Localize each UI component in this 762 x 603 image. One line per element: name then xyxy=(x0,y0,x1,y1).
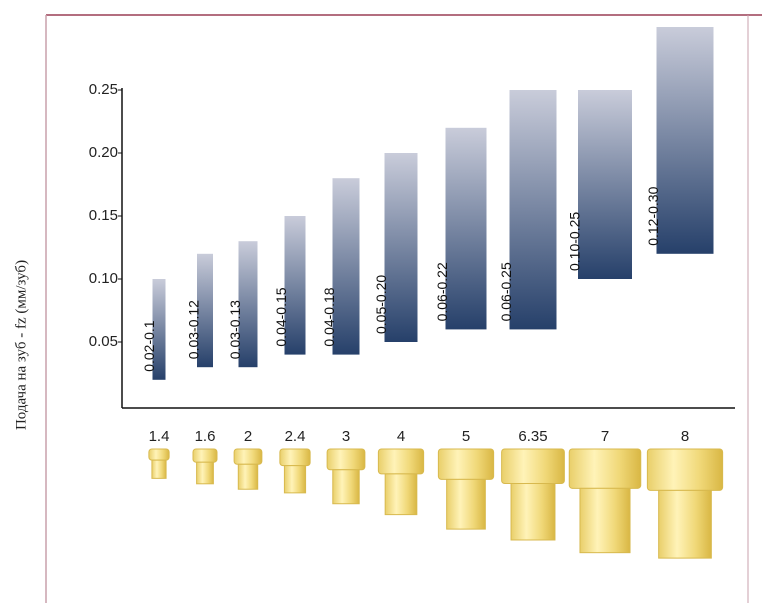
tool-shank xyxy=(196,461,214,485)
tool-shank xyxy=(579,487,631,554)
bar xyxy=(332,178,360,355)
tool-shank xyxy=(446,478,486,530)
tool-shank xyxy=(658,489,712,559)
tool-head xyxy=(279,448,311,467)
y-tick-label: 0.15 xyxy=(89,207,118,224)
bar xyxy=(238,241,258,368)
value-label: 0.03-0.12 xyxy=(186,300,202,359)
tool-head xyxy=(501,448,565,485)
tool-shank xyxy=(332,469,360,505)
bar xyxy=(509,90,557,330)
value-label: 0.06-0.25 xyxy=(498,262,514,321)
bar xyxy=(578,90,632,279)
value-label: 0.12-0.30 xyxy=(645,186,661,245)
y-tick-label: 0.10 xyxy=(89,270,118,287)
bar xyxy=(284,216,306,355)
bar xyxy=(197,253,213,368)
value-label: 0.04-0.18 xyxy=(321,287,337,346)
x-tick-label: 1.6 xyxy=(195,428,216,445)
x-tick-label: 1.4 xyxy=(149,428,170,445)
value-label: 0.02-0.1 xyxy=(141,320,157,372)
tool-shank xyxy=(151,459,167,479)
x-tick-label: 7 xyxy=(601,428,609,445)
tool-head xyxy=(646,448,724,491)
x-tick-label: 3 xyxy=(342,428,350,445)
tool-head xyxy=(148,448,170,461)
bar xyxy=(656,27,714,254)
bar xyxy=(445,127,487,330)
y-tick-label: 0.20 xyxy=(89,144,118,161)
tool-head xyxy=(233,448,263,465)
tool-head xyxy=(326,448,366,471)
tool-shank xyxy=(384,473,418,516)
bar xyxy=(152,279,166,380)
x-tick-label: 2 xyxy=(244,428,252,445)
value-label: 0.04-0.15 xyxy=(273,287,289,346)
bar xyxy=(384,153,418,342)
x-tick-label: 5 xyxy=(462,428,470,445)
value-label: 0.05-0.20 xyxy=(373,275,389,334)
tool-shank xyxy=(510,483,556,541)
value-label: 0.06-0.22 xyxy=(434,262,450,321)
value-label: 0.03-0.13 xyxy=(227,300,243,359)
y-tick-label: 0.25 xyxy=(89,81,118,98)
x-tick-label: 6.35 xyxy=(518,428,547,445)
y-axis-label: Подача на зуб - fz (мм/зуб) xyxy=(13,260,29,430)
y-tick-label: 0.05 xyxy=(89,333,118,350)
x-tick-label: 2.4 xyxy=(285,428,306,445)
tool-shank xyxy=(283,465,307,494)
x-tick-label: 4 xyxy=(397,428,405,445)
x-tick-label: 8 xyxy=(681,428,689,445)
value-label: 0.10-0.25 xyxy=(567,212,583,271)
tool-shank xyxy=(237,463,259,490)
tool-head xyxy=(192,448,218,463)
tool-head xyxy=(437,448,495,480)
tool-head xyxy=(568,448,642,489)
tool-head xyxy=(377,448,425,475)
